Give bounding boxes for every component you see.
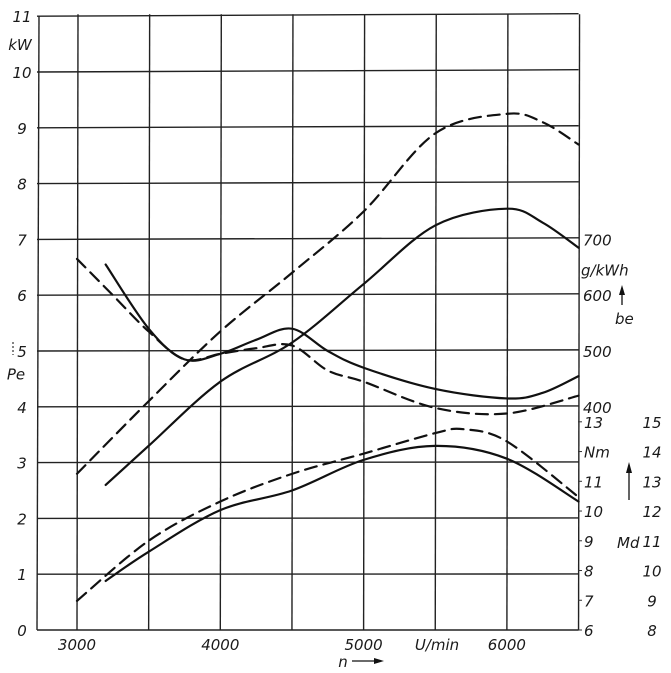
x-tick-label: 5000 [345,636,383,654]
gridline-v [362,14,366,631]
grid [36,13,581,631]
pe-dashed-curve [75,112,580,475]
left-border [36,16,40,631]
gridline-v [506,14,509,631]
unit-nm-label: Nm [584,444,610,462]
md-tick-label: 8 [584,563,594,581]
md-tick-label: 13 [584,414,603,432]
be-tick-label: 500 [583,343,612,361]
y-tick-label: 11 [12,8,31,26]
md-tick-label: 10 [584,503,603,521]
be-tick-label: 400 [583,399,612,417]
md-axis-label: Md [617,534,640,552]
gridline-h [36,461,579,464]
y-tick-label: 1 [17,566,27,584]
y-tick-label: 8 [17,176,27,194]
md2-tick-label: 12 [642,503,661,521]
gridline-v [219,14,223,631]
md2-tick-label: 11 [642,533,661,551]
gridline-v [434,14,437,631]
axis-labels: 01234567891011kWPe400500600700g/kWhbe678… [7,8,662,671]
md-tick-label: 9 [584,533,594,551]
gridline-h [36,181,579,185]
md-solid-curve [104,444,580,583]
unit-u-min-label: U/min [415,636,459,654]
be-dashed-curve [75,257,580,416]
gridline-h [36,237,579,241]
md-dashed-curve [75,427,580,602]
y-tick-label: 2 [17,510,27,528]
be-tick-label: 600 [583,287,612,305]
y-tick-label: 3 [17,455,27,473]
gridline-h [36,405,579,408]
be-tick-label: 700 [583,231,612,249]
y-tick-label: 4 [17,399,27,417]
pe-axis-label: Pe [7,365,25,383]
x-axis-label: n [338,653,348,671]
md-tick-label: 11 [584,473,603,491]
md2-tick-label: 15 [642,414,661,432]
y-tick-label: 7 [17,231,27,249]
pe-solid-curve [104,207,580,487]
arrow-up-icon [619,285,625,295]
y-tick-label: 0 [17,622,27,640]
gridline-v [76,14,79,631]
x-tick-label: 3000 [58,636,96,654]
y-tick-label: 6 [17,287,27,305]
arrow-up-icon [626,462,632,473]
gridline-v [291,14,294,631]
md2-tick-label: 13 [642,473,661,491]
y-tick-label: 10 [12,64,31,82]
y-tick-label: 5 [17,343,27,361]
y-tick-label: 9 [17,120,27,138]
gridline-h [36,125,579,129]
md2-tick-label: 10 [642,563,661,581]
gridline-h [36,13,579,17]
gridline-h [36,349,579,352]
be-axis-label: be [615,310,634,328]
unit-kw-label: kW [8,36,33,54]
gridline-h [36,293,579,296]
arrow-right-icon [374,658,384,664]
gridline-h [36,69,579,73]
unit-g-kwh-label: g/kWh [581,261,629,279]
x-tick-label: 6000 [488,636,526,654]
md-tick-label: 6 [584,622,594,640]
gridline-v [147,14,151,631]
gridline-v [577,14,581,631]
curves [75,112,580,602]
md2-tick-label: 9 [647,592,657,610]
md2-tick-label: 14 [642,444,661,462]
md-tick-label: 7 [584,592,594,610]
x-tick-label: 4000 [201,636,239,654]
md2-tick-label: 8 [647,622,657,640]
